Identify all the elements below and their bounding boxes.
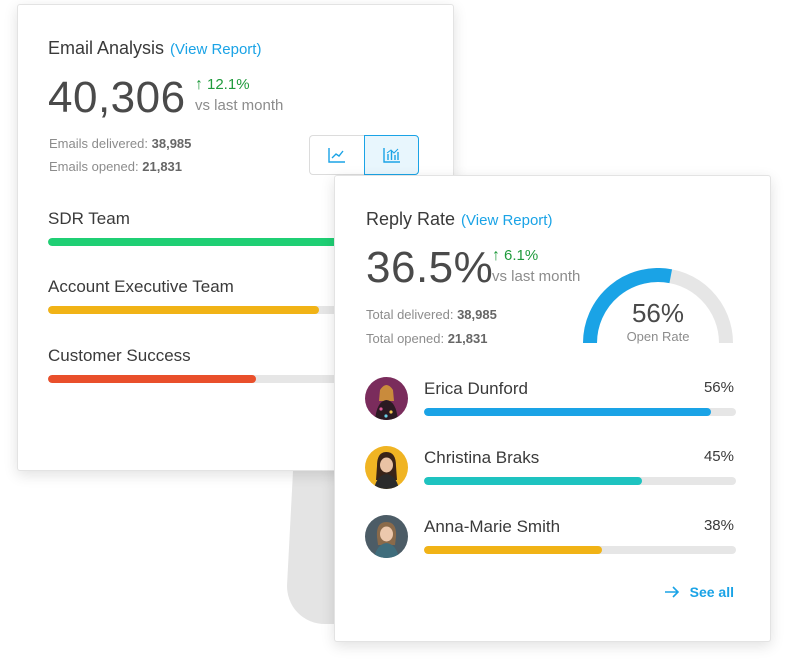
emails-opened-label: Emails opened: xyxy=(49,159,139,174)
open-rate-value: 56% xyxy=(631,298,685,328)
arrow-up-icon: ↑ xyxy=(492,247,500,264)
emails-opened-stat: Emails opened: 21,831 xyxy=(49,159,182,174)
email-total: 40,306 xyxy=(48,73,186,122)
person-name-christina-braks: Christina Braks xyxy=(424,448,540,467)
person-bar-fill-christina-braks xyxy=(424,477,643,485)
reply-vs-label: vs last month xyxy=(492,268,581,285)
person-bar-fill-erica-dunford xyxy=(424,408,712,416)
bar-chart-icon xyxy=(382,148,400,163)
total-delivered-label: Total delivered: xyxy=(366,307,454,322)
person-bar-erica-dunford xyxy=(424,408,736,416)
bar-chart-toggle-button[interactable] xyxy=(364,135,419,175)
person-avatar-icon xyxy=(365,446,408,489)
person-pct-christina-braks: 45% xyxy=(703,448,734,465)
avatar-erica-dunford xyxy=(365,377,408,420)
person-avatar-icon xyxy=(365,377,408,420)
reply-rate-title-text: Reply Rate xyxy=(366,209,456,229)
reply-delta-value: 6.1% xyxy=(504,247,539,264)
team-bar-fill-sdr xyxy=(48,238,405,246)
total-opened-value: 21,831 xyxy=(447,331,488,346)
email-delta: ↑ 12.1% xyxy=(195,76,250,94)
reply-rate-title: Reply Rate (View Report) xyxy=(366,209,552,230)
emails-delivered-stat: Emails delivered: 38,985 xyxy=(49,136,191,151)
person-name-anna-marie-smith: Anna-Marie Smith xyxy=(424,517,561,536)
person-pct-erica-dunford: 56% xyxy=(703,379,734,396)
email-delta-value: 12.1% xyxy=(207,76,250,93)
person-bar-christina-braks xyxy=(424,477,736,485)
line-chart-icon xyxy=(328,148,345,163)
person-bar-anna-marie-smith xyxy=(424,546,736,554)
avatar-christina-braks xyxy=(365,446,408,489)
email-analysis-title: Email Analysis (View Report) xyxy=(48,38,261,59)
chart-type-toggle xyxy=(309,135,419,175)
emails-delivered-label: Emails delivered: xyxy=(49,136,148,151)
team-bar-fill-customer-success xyxy=(48,375,256,383)
reply-rate-value: 36.5% xyxy=(366,243,494,292)
reply-view-report-link[interactable]: (View Report) xyxy=(461,212,553,229)
email-vs-label: vs last month xyxy=(195,97,284,114)
team-bar-customer-success xyxy=(48,375,419,383)
team-label-account-executive: Account Executive Team xyxy=(48,277,234,296)
total-delivered-value: 38,985 xyxy=(457,307,497,322)
emails-delivered-value: 38,985 xyxy=(151,136,192,151)
total-delivered-stat: Total delivered: 38,985 xyxy=(366,307,497,322)
see-all-label: See all xyxy=(689,584,734,600)
line-chart-toggle-button[interactable] xyxy=(309,135,364,175)
email-view-report-link[interactable]: (View Report) xyxy=(170,41,262,58)
person-avatar-icon xyxy=(365,515,408,558)
team-bar-fill-account-executive xyxy=(48,306,319,314)
total-opened-label: Total opened: xyxy=(366,331,445,346)
reply-rate-card: Reply Rate (View Report) 36.5% ↑ 6.1% vs l… xyxy=(334,175,771,642)
see-all-link[interactable]: See all xyxy=(664,584,734,600)
emails-opened-value: 21,831 xyxy=(142,159,183,174)
team-label-sdr: SDR Team xyxy=(48,209,130,228)
arrow-up-icon: ↑ xyxy=(195,76,203,93)
person-name-erica-dunford: Erica Dunford xyxy=(424,379,528,398)
avatar-anna-marie-smith xyxy=(365,515,408,558)
open-rate-gauge-fill xyxy=(583,268,673,344)
open-rate-label: Open Rate xyxy=(626,329,690,344)
team-bar-sdr xyxy=(48,238,419,246)
arrow-right-icon xyxy=(664,586,679,598)
team-bar-account-executive xyxy=(48,306,419,314)
reply-delta: ↑ 6.1% xyxy=(492,247,538,265)
open-rate-gauge xyxy=(583,268,733,344)
team-label-customer-success: Customer Success xyxy=(48,346,191,365)
person-pct-anna-marie-smith: 38% xyxy=(703,517,734,534)
total-opened-stat: Total opened: 21,831 xyxy=(366,331,487,346)
person-bar-fill-anna-marie-smith xyxy=(424,546,602,554)
email-analysis-title-text: Email Analysis xyxy=(48,38,165,58)
